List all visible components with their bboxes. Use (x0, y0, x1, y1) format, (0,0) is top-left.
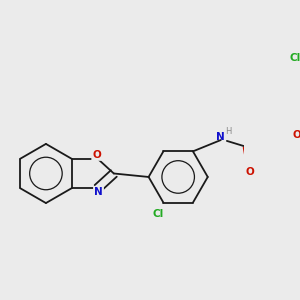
Text: O: O (293, 130, 300, 140)
Text: H: H (225, 127, 232, 136)
Text: N: N (94, 188, 103, 197)
Text: Cl: Cl (152, 209, 164, 219)
Text: Cl: Cl (290, 53, 300, 63)
Text: N: N (216, 132, 225, 142)
Text: O: O (246, 167, 255, 177)
Text: O: O (92, 150, 101, 160)
